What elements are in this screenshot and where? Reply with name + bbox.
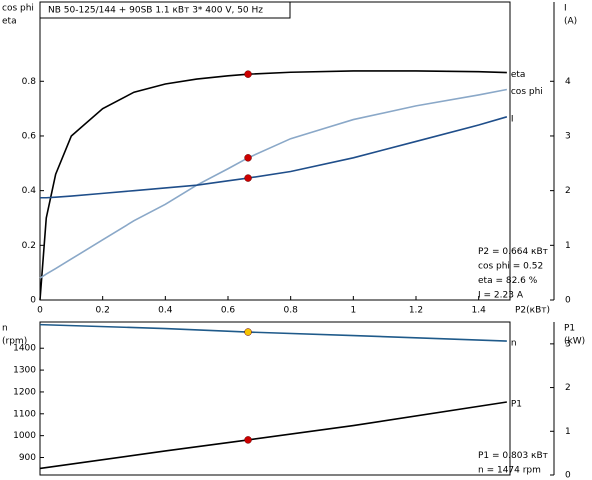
y-tick-label: 0.8 — [22, 77, 37, 87]
annotation: cos phi = 0.52 — [478, 262, 543, 272]
operating-point — [244, 70, 252, 78]
y2-tick-label: 3 — [565, 131, 571, 141]
y-tick-label: 1400 — [13, 344, 36, 354]
series-label: I — [511, 114, 514, 124]
plot-frame — [39, 321, 511, 476]
y-tick-label: 0.6 — [22, 131, 37, 141]
y-axis-label: eta — [2, 17, 17, 27]
operating-point — [244, 174, 252, 182]
annotation: n = 1474 rpm — [478, 466, 541, 476]
series-label: eta — [511, 70, 526, 80]
y-tick-label: 1000 — [13, 431, 36, 441]
y2-tick-label: 1 — [565, 427, 571, 437]
annotation: P2 = 0.664 кВт — [478, 247, 548, 257]
y2-tick-label: 1 — [565, 241, 571, 251]
y-tick-label: 0.4 — [22, 186, 37, 196]
y2-axis-label: P1 — [564, 324, 575, 334]
operating-point — [244, 328, 252, 336]
x-tick-label: 1.2 — [409, 306, 423, 316]
y-axis-label: cos phi — [2, 4, 34, 14]
y2-tick-label: 0 — [565, 471, 571, 480]
y2-axis-label: I — [564, 4, 567, 14]
y2-tick-label: 4 — [565, 77, 571, 87]
annotation: P1 = 0.803 кВт — [478, 451, 548, 461]
y2-axis-label: (kW) — [564, 337, 585, 347]
y-tick-label: 1100 — [13, 409, 36, 419]
annotation: eta = 82.6 % — [478, 276, 538, 286]
x-tick-label: 1 — [350, 306, 356, 316]
y-tick-label: 0 — [30, 296, 36, 306]
operating-point — [244, 154, 252, 162]
series-label: n — [511, 339, 517, 349]
series-label: P1 — [511, 399, 522, 409]
x-tick-label: 0.2 — [96, 306, 110, 316]
y-tick-label: 0.2 — [22, 241, 36, 251]
y2-tick-label: 2 — [565, 383, 571, 393]
y-tick-label: 1300 — [13, 366, 36, 376]
title-box — [39, 1, 291, 19]
y-tick-label: 900 — [19, 453, 36, 463]
y2-tick-label: 3 — [565, 339, 571, 349]
series-label: cos phi — [511, 87, 543, 97]
y-tick-label: 1200 — [13, 387, 36, 397]
operating-point — [244, 436, 252, 444]
x-tick-label: 0.4 — [158, 306, 173, 316]
series-line — [39, 70, 507, 301]
x-tick-label: 1.4 — [472, 306, 487, 316]
x-tick-label: 0.6 — [221, 306, 236, 316]
chart-title: NB 50-125/144 + 90SB 1.1 кВт 3* 400 V, 5… — [48, 6, 263, 16]
y2-tick-label: 2 — [565, 186, 571, 196]
annotation: I = 2.23 A — [478, 291, 524, 301]
x-tick-label: 0.8 — [284, 306, 299, 316]
y2-tick-label: 0 — [565, 296, 571, 306]
y-axis-label: n — [2, 324, 8, 334]
y-axis-label: (rpm) — [2, 337, 27, 347]
y2-axis-label: (A) — [564, 17, 577, 27]
x-axis-label: P2(кВт) — [515, 306, 550, 316]
series-line — [40, 116, 508, 199]
x-tick-label: 0 — [37, 306, 43, 316]
